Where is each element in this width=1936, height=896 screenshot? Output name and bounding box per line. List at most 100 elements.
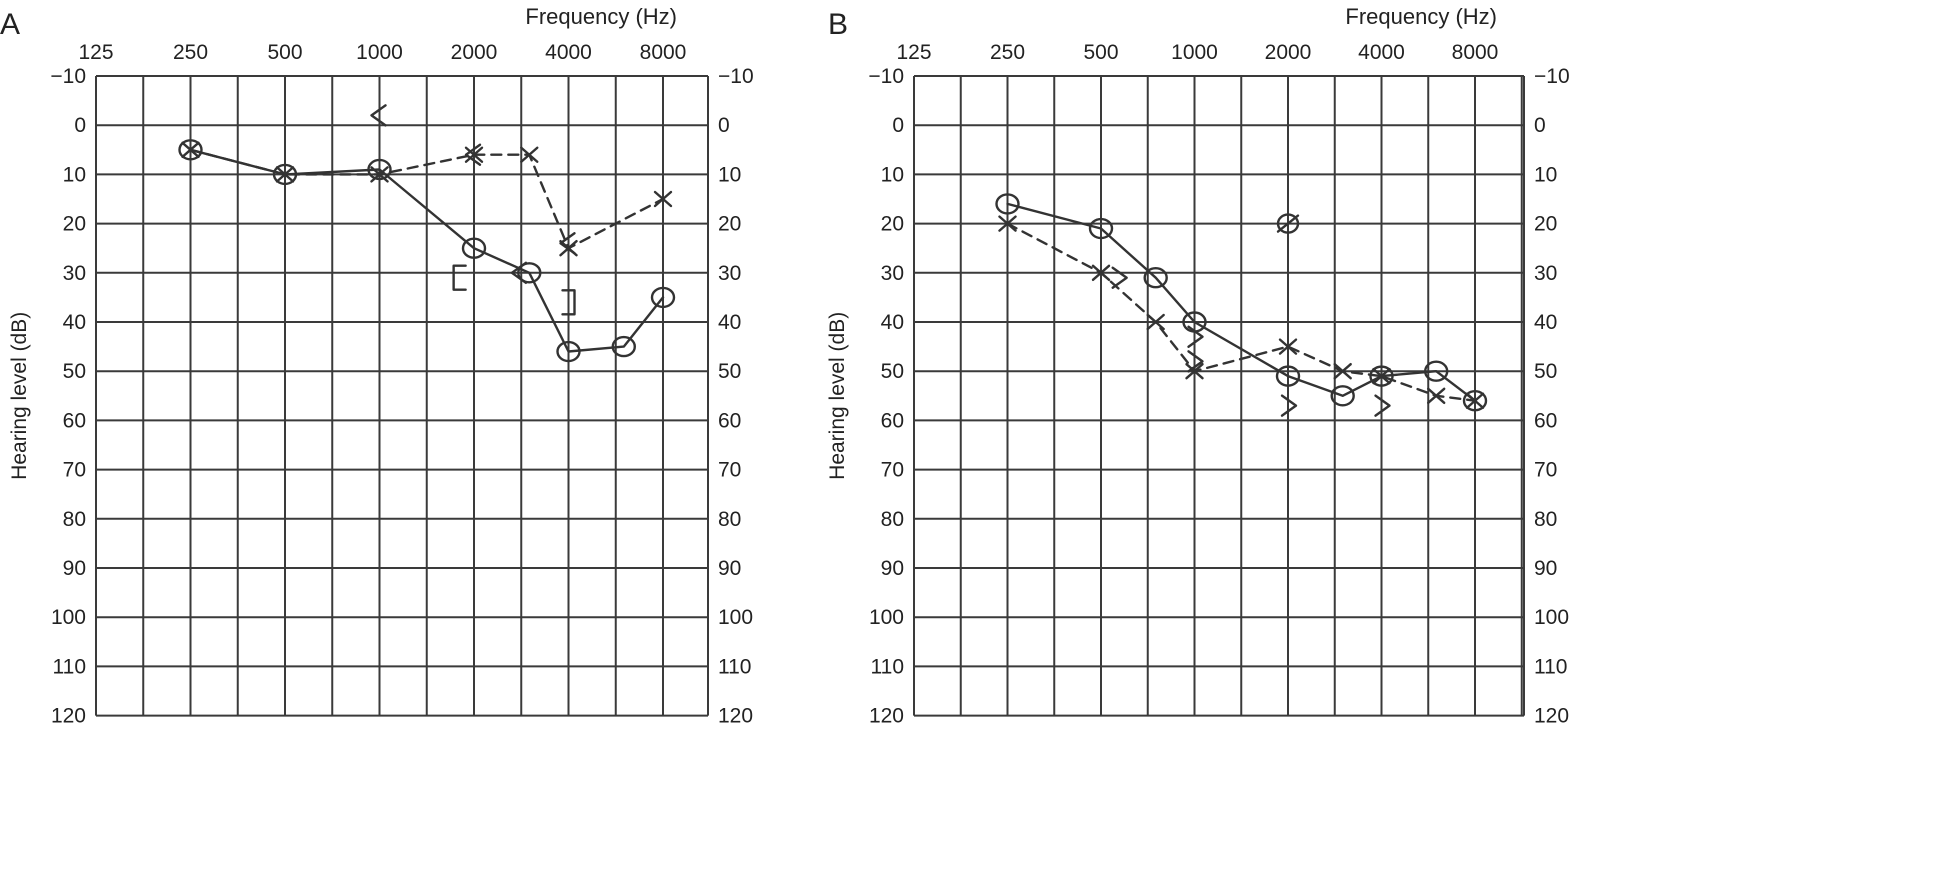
y-tick-label-left: 100 [869, 606, 904, 629]
y-tick-label-left: 60 [881, 409, 904, 432]
y-tick-label-left: 40 [881, 311, 904, 334]
x-tick-label: 2000 [451, 41, 498, 64]
y-axis-title: Hearing level (dB) [826, 312, 849, 480]
data-point-circle [1462, 390, 1488, 412]
x-tick-label: 500 [1083, 41, 1118, 64]
marker-angle-right [1374, 394, 1391, 417]
y-tick-label-right: 40 [718, 311, 741, 334]
marker-circle [556, 340, 581, 363]
x-tick-label: 2000 [1265, 41, 1312, 64]
data-point-angle-left [559, 232, 576, 255]
y-tick-label-left: 0 [892, 114, 904, 137]
series-circle [995, 193, 1488, 412]
y-tick-label-right: 60 [1534, 409, 1557, 432]
series-line [1006, 222, 1477, 402]
grid [95, 75, 709, 717]
marker-angle-left [559, 232, 576, 255]
y-tick-label-left: 20 [63, 213, 86, 236]
audiogram-panel-b: B Frequency (Hz) Hearing level (dB) 125 250 5… [826, 4, 1570, 728]
y-tick-label-left: 120 [869, 705, 904, 728]
marker-circle [650, 286, 676, 309]
y-tick-label-left: 10 [63, 163, 86, 186]
y-tick-label-right: 70 [718, 459, 741, 482]
data-point-cross [1185, 363, 1204, 380]
y-tick-label-right: 110 [718, 655, 751, 678]
marker-circle [1088, 217, 1114, 240]
x-tick-label: 1000 [356, 41, 403, 64]
y-tick-label-right: 90 [1534, 557, 1557, 580]
marker-circle [517, 262, 542, 284]
marker-circle [611, 335, 636, 358]
x-tick-label: 8000 [1452, 41, 1499, 64]
y-tick-label-right: 0 [718, 114, 730, 137]
y-tick-label-right: 100 [718, 606, 753, 629]
marker-circle [995, 193, 1020, 215]
marker-circle [1275, 365, 1301, 387]
data-point-angle-left [510, 261, 528, 284]
marker-circle [1462, 390, 1488, 412]
marker-angle-left [370, 104, 387, 127]
series-circle-slash [1276, 213, 1300, 234]
y-tick-label-left: 100 [51, 606, 86, 629]
y-tick-label-left: 30 [63, 262, 86, 285]
y-tick-label-left: 80 [63, 508, 86, 531]
data-point-cross [1465, 392, 1485, 409]
data-point-circle [995, 193, 1020, 215]
data-point-angle-left [370, 104, 387, 127]
marker-angle-left [510, 261, 528, 284]
series-bracket-right [561, 289, 576, 316]
data-point-circle [1330, 385, 1355, 407]
marker-cross-stroke [464, 146, 484, 163]
marker-angle-right [1187, 325, 1204, 348]
data-point-bracket-left [452, 264, 467, 291]
series-circle [178, 139, 676, 363]
y-tick-label-right: 10 [718, 163, 741, 186]
marker-cross-stroke [1426, 387, 1446, 404]
marker-cross-stroke [1278, 338, 1298, 355]
marker-cross-stroke [998, 215, 1017, 232]
y-tick-label-right: 90 [718, 557, 741, 580]
marker-circle [367, 158, 392, 181]
data-point-cross [1091, 264, 1111, 281]
y-tick-label-left: 110 [871, 655, 904, 678]
series-bracket-left [452, 264, 467, 291]
marker-cross-stroke [370, 166, 389, 183]
marker-cross-stroke [1146, 313, 1165, 331]
marker-angle-left [464, 143, 482, 166]
series-angle-right [1111, 266, 1391, 417]
y-tick-label-left: 0 [74, 114, 86, 137]
y-tick-label-left: 70 [881, 459, 904, 482]
data-point-circle [178, 139, 203, 161]
marker-circle [1143, 267, 1168, 289]
data-point-cross [1372, 367, 1391, 385]
marker-angle-right [1280, 394, 1298, 417]
data-point-cross [1278, 338, 1298, 355]
y-tick-label-left: 110 [53, 655, 86, 678]
y-tick-label-left: 50 [63, 360, 86, 383]
y-tick-label-right: 110 [1534, 655, 1567, 678]
y-tick-label-right: 100 [1534, 606, 1569, 629]
grid [913, 75, 1525, 717]
data-point-circle [1088, 217, 1114, 240]
data-point-circle [1143, 267, 1168, 289]
y-tick-label-right: 70 [1534, 459, 1557, 482]
x-axis-title: Frequency (Hz) [525, 4, 677, 29]
x-tick-label: 4000 [1358, 41, 1405, 64]
marker-cross-stroke [653, 190, 673, 208]
marker-bracket-right [561, 289, 576, 316]
marker-circle [1276, 213, 1300, 234]
y-tick-label-right: 120 [1534, 705, 1569, 728]
y-tick-label-left: 60 [63, 409, 86, 432]
data-point-angle-right [1280, 394, 1298, 417]
data-point-cross [998, 215, 1017, 232]
y-tick-label-left: 20 [881, 213, 904, 236]
series-line [189, 148, 665, 353]
data-point-angle-right [1111, 266, 1128, 289]
x-tick-label: 500 [267, 41, 302, 64]
y-tick-label-right: 10 [1534, 163, 1557, 186]
y-tick-label-right: 30 [718, 262, 741, 285]
data-point-cross [1146, 313, 1165, 331]
data-point-cross [370, 166, 389, 183]
y-tick-label-right: 40 [1534, 311, 1557, 334]
